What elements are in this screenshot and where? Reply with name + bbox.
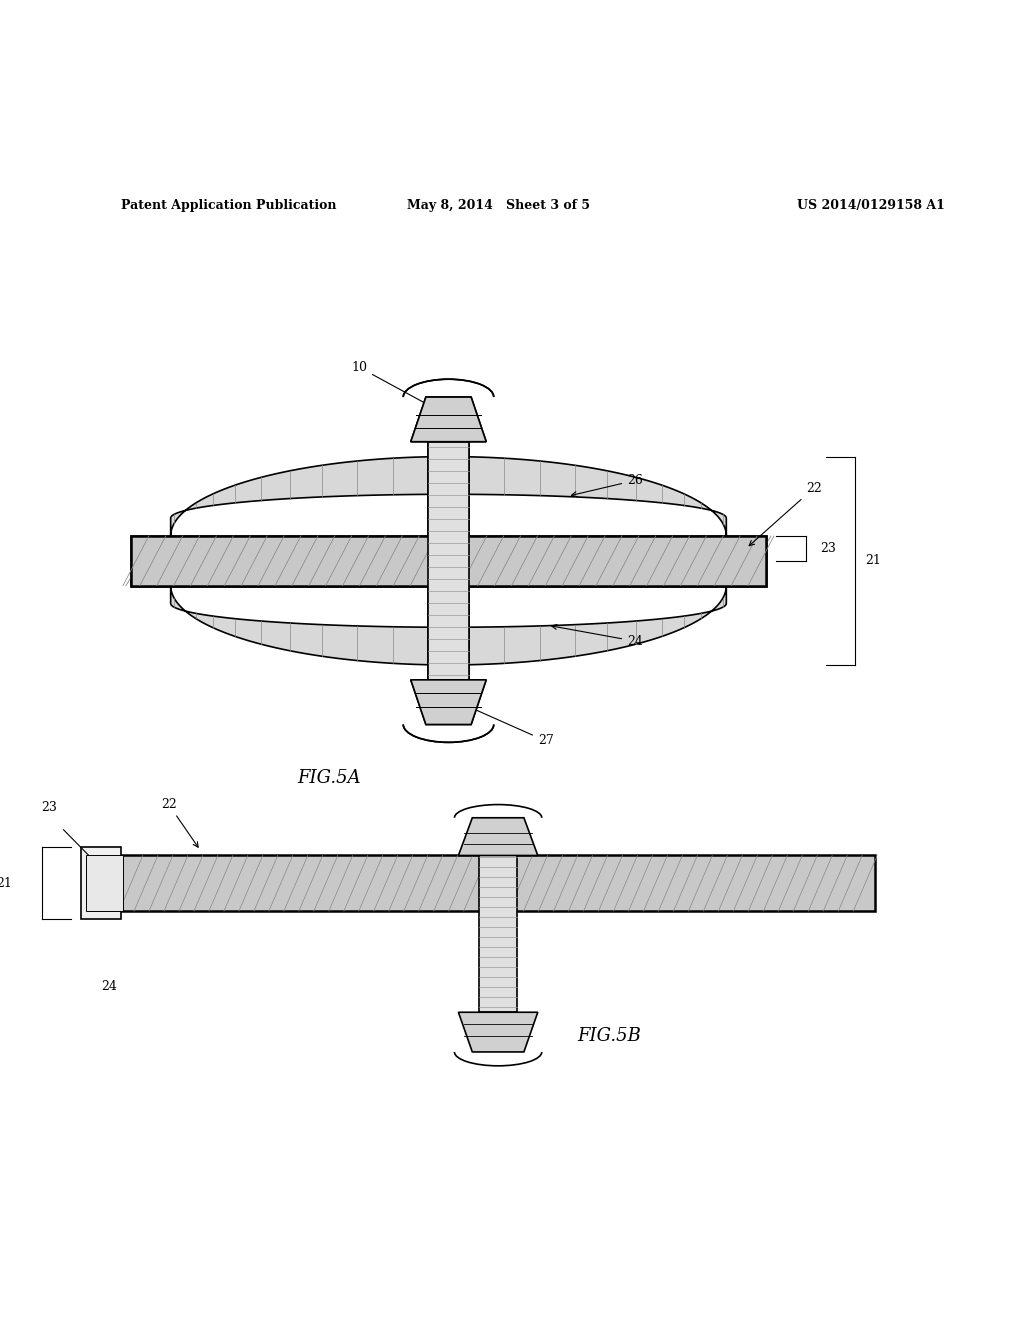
Text: 22: 22 — [161, 797, 199, 847]
Text: 21: 21 — [865, 554, 881, 568]
Text: 23: 23 — [42, 801, 57, 814]
Polygon shape — [479, 855, 517, 1012]
Text: 24: 24 — [101, 981, 117, 994]
Polygon shape — [411, 680, 486, 725]
Text: US 2014/0129158 A1: US 2014/0129158 A1 — [797, 198, 944, 211]
Polygon shape — [459, 818, 538, 855]
Polygon shape — [428, 442, 469, 680]
Polygon shape — [411, 397, 486, 442]
Text: May 8, 2014   Sheet 3 of 5: May 8, 2014 Sheet 3 of 5 — [407, 198, 590, 211]
Text: FIG.5B: FIG.5B — [578, 1027, 641, 1045]
Polygon shape — [459, 1012, 538, 1052]
Polygon shape — [171, 586, 726, 665]
Text: 23: 23 — [820, 543, 837, 554]
Polygon shape — [411, 680, 486, 725]
Text: 21: 21 — [0, 876, 12, 890]
Polygon shape — [131, 536, 766, 586]
Text: 24: 24 — [552, 624, 643, 648]
Polygon shape — [171, 457, 726, 536]
Polygon shape — [131, 536, 766, 586]
Polygon shape — [86, 855, 123, 911]
Text: 10: 10 — [351, 360, 435, 408]
Polygon shape — [428, 442, 469, 680]
Polygon shape — [411, 397, 486, 442]
Text: Patent Application Publication: Patent Application Publication — [121, 198, 337, 211]
Text: 26: 26 — [571, 474, 643, 496]
Text: 22: 22 — [750, 482, 821, 545]
Polygon shape — [121, 855, 876, 911]
Text: 27: 27 — [462, 704, 554, 747]
Polygon shape — [81, 847, 121, 919]
Text: FIG.5A: FIG.5A — [298, 770, 361, 787]
